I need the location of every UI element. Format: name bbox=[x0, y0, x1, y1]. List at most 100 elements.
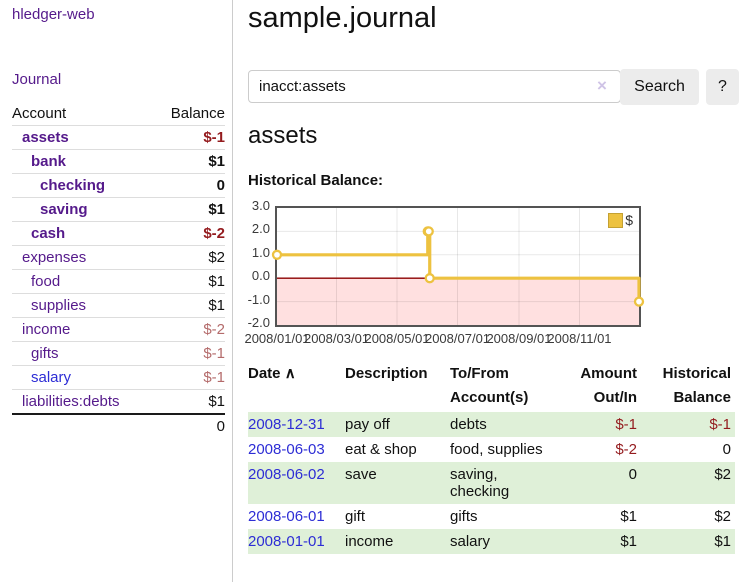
chart-x-axis-labels: 2008/01/01 2008/03/01 2008/05/01 2008/07/01… bbox=[244, 331, 639, 347]
accounts-total-spacer bbox=[12, 413, 154, 438]
transaction-amount: $-2 bbox=[615, 441, 637, 458]
account-link-supplies[interactable]: supplies bbox=[31, 297, 87, 314]
accounts-table: Account Balance assets $-1 bank $1 checking 0… bbox=[12, 102, 225, 438]
x-tick-label: 2008/03/01 bbox=[303, 331, 370, 346]
y-tick-label: -1.0 bbox=[247, 291, 270, 307]
help-button[interactable]: ? bbox=[706, 69, 739, 105]
account-row: assets $-1 bbox=[12, 125, 225, 150]
account-balance: $1 bbox=[153, 269, 225, 294]
account-row: expenses $2 bbox=[12, 245, 225, 270]
accounts-total-row: 0 bbox=[12, 413, 225, 438]
transaction-date-link[interactable]: 2008-06-02 bbox=[248, 466, 325, 483]
account-link-bank[interactable]: bank bbox=[31, 153, 67, 170]
search-button[interactable]: Search bbox=[620, 69, 699, 105]
transaction-amount: 0 bbox=[556, 462, 641, 504]
accounts-header-account: Account bbox=[12, 105, 67, 122]
transaction-amount: $1 bbox=[620, 508, 637, 525]
sort-asc-icon: ∧ bbox=[284, 365, 296, 382]
transaction-accounts: food, supplies bbox=[450, 441, 543, 458]
account-row: checking 0 bbox=[12, 173, 225, 198]
register-header-row: Date ∧ Description To/From Account(s) Am… bbox=[248, 362, 735, 412]
register-row: 2008-06-03 eat & shop food, supplies $-2 0 bbox=[248, 437, 735, 462]
y-tick-label: 1.0 bbox=[251, 244, 270, 260]
transaction-balance: $2 bbox=[641, 462, 735, 504]
account-row: income $-2 bbox=[12, 317, 225, 342]
account-balance: $2 bbox=[153, 245, 225, 270]
register-header-accounts: To/From Account(s) bbox=[450, 365, 529, 406]
account-row: liabilities:debts $1 bbox=[12, 389, 225, 414]
transaction-balance: $-1 bbox=[641, 412, 735, 437]
transaction-description: eat & shop bbox=[345, 441, 417, 458]
account-link-gifts[interactable]: gifts bbox=[31, 345, 59, 362]
register-header-description: Description bbox=[345, 365, 428, 382]
register-row: 2008-06-01 gift gifts $1 $2 bbox=[248, 504, 735, 529]
account-link-liabilities-debts[interactable]: liabilities:debts bbox=[22, 393, 120, 410]
transaction-accounts: saving, checking bbox=[450, 462, 556, 504]
account-link-assets[interactable]: assets bbox=[22, 129, 69, 146]
account-link-expenses[interactable]: expenses bbox=[22, 249, 87, 266]
legend-swatch-icon bbox=[608, 212, 624, 228]
y-tick-label: 0.0 bbox=[251, 268, 270, 284]
clear-search-icon[interactable]: × bbox=[597, 76, 607, 95]
transaction-date-link[interactable]: 2008-06-03 bbox=[248, 441, 325, 458]
register-table: Date ∧ Description To/From Account(s) Am… bbox=[248, 362, 735, 554]
transaction-accounts: gifts bbox=[450, 508, 478, 525]
app-brand-link[interactable]: hledger-web bbox=[12, 6, 95, 23]
sidebar-item-journal[interactable]: Journal bbox=[12, 71, 62, 88]
account-balance: $-1 bbox=[153, 125, 225, 150]
account-balance: $-2 bbox=[153, 221, 225, 246]
transaction-balance: 0 bbox=[722, 441, 731, 458]
transaction-amount: $-1 bbox=[556, 412, 641, 437]
account-link-food[interactable]: food bbox=[31, 273, 61, 290]
x-tick-label: 2008/05/01 bbox=[364, 331, 430, 346]
page-title: sample.journal bbox=[248, 2, 437, 34]
transaction-balance: $2 bbox=[714, 508, 731, 525]
transaction-amount: $1 bbox=[556, 529, 641, 554]
account-page-title: assets bbox=[248, 122, 318, 149]
transaction-balance: $1 bbox=[641, 529, 735, 554]
transaction-date-link[interactable]: 2008-06-01 bbox=[248, 508, 325, 525]
account-row: saving $1 bbox=[12, 197, 225, 222]
accounts-header-balance: Balance bbox=[170, 105, 225, 122]
transaction-date-link[interactable]: 2008-01-01 bbox=[248, 533, 325, 550]
transaction-accounts: debts bbox=[450, 412, 556, 437]
x-tick-label: 2008/07/01 bbox=[424, 331, 491, 346]
y-tick-label: -2.0 bbox=[247, 315, 270, 330]
transaction-description: income bbox=[345, 529, 450, 554]
x-tick-label: 2008/01/01 bbox=[244, 331, 310, 346]
account-balance: $-1 bbox=[153, 341, 225, 366]
transaction-date-link[interactable]: 2008-12-31 bbox=[248, 416, 325, 433]
chart-legend: $ bbox=[606, 211, 635, 229]
account-balance: $-1 bbox=[153, 365, 225, 390]
y-tick-label: 2.0 bbox=[251, 221, 270, 237]
transaction-description: pay off bbox=[345, 412, 450, 437]
register-row: 2008-06-02 save saving, checking 0 $2 bbox=[248, 462, 735, 504]
account-balance: $1 bbox=[153, 149, 225, 174]
transaction-accounts: salary bbox=[450, 529, 556, 554]
x-tick-label: 2008/09/01 bbox=[486, 331, 552, 346]
account-link-cash[interactable]: cash bbox=[31, 225, 66, 242]
account-balance: $1 bbox=[153, 293, 225, 318]
transaction-description: gift bbox=[345, 508, 366, 525]
register-row: 2008-01-01 income salary $1 $1 bbox=[248, 529, 735, 554]
search-input[interactable] bbox=[248, 70, 621, 103]
account-balance: 0 bbox=[153, 173, 225, 198]
account-link-income[interactable]: income bbox=[22, 321, 71, 338]
register-header-balance: Historical Balance bbox=[662, 365, 731, 406]
account-balance: $1 bbox=[153, 197, 225, 222]
account-balance: $-2 bbox=[153, 317, 225, 342]
x-tick-label: 2008/11/01 bbox=[547, 331, 612, 346]
y-tick-label: 3.0 bbox=[251, 198, 270, 213]
register-header-date[interactable]: Date ∧ bbox=[248, 365, 296, 382]
balance-chart-svg bbox=[271, 208, 645, 325]
balance-chart[interactable]: $ bbox=[271, 206, 645, 327]
account-row: cash $-2 bbox=[12, 221, 225, 246]
account-link-saving[interactable]: saving bbox=[40, 201, 88, 218]
transaction-description: save bbox=[345, 462, 450, 504]
register-rows: 2008-12-31 pay off debts $-1 $-1 2008-06-03 ea… bbox=[248, 412, 735, 554]
register-row: 2008-12-31 pay off debts $-1 $-1 bbox=[248, 412, 735, 437]
account-link-salary[interactable]: salary bbox=[31, 369, 72, 386]
account-link-checking[interactable]: checking bbox=[40, 177, 106, 194]
register-header-amount: Amount Out/In bbox=[580, 365, 637, 406]
